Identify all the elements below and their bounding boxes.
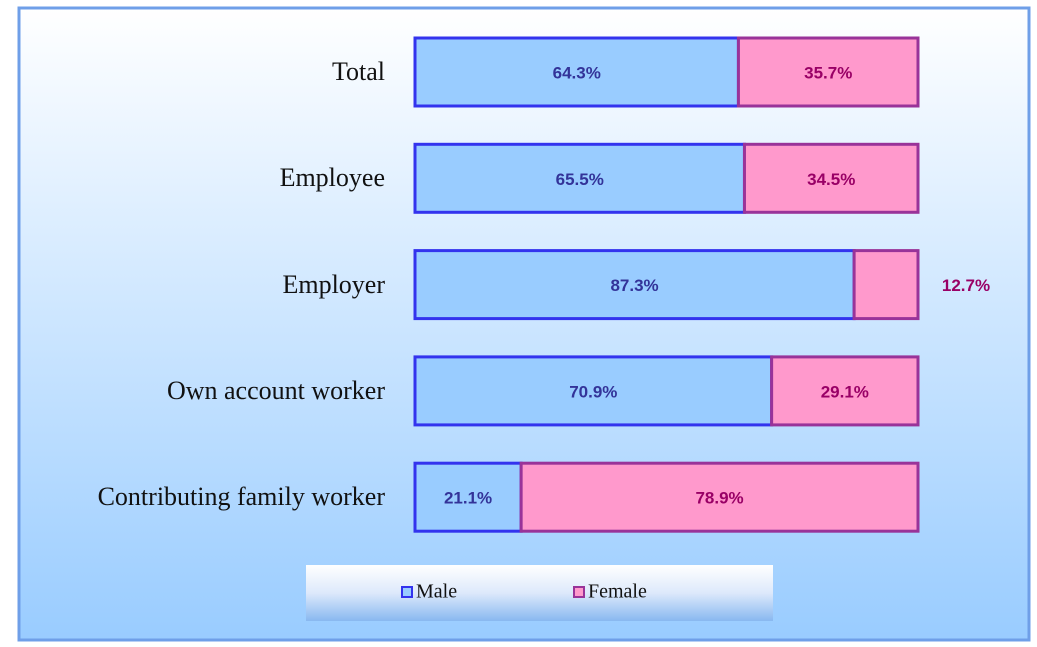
legend-label: Male xyxy=(416,581,457,603)
data-label: 64.3% xyxy=(553,63,601,82)
data-label: 35.7% xyxy=(804,63,852,82)
legend-box xyxy=(306,565,773,621)
data-label: 29.1% xyxy=(821,382,869,401)
bar-segment xyxy=(742,142,920,214)
bar-segment xyxy=(413,461,523,533)
legend-swatch xyxy=(401,586,413,598)
plot-frame xyxy=(17,6,1031,642)
category-label: Total xyxy=(331,57,385,86)
data-label: 34.5% xyxy=(807,170,855,189)
data-label: 78.9% xyxy=(695,489,743,508)
category-label: Contributing family worker xyxy=(97,482,385,512)
legend-label: Female xyxy=(588,581,647,603)
category-label-box: Employer xyxy=(55,251,385,319)
legend-swatch xyxy=(573,586,585,598)
bar-segment xyxy=(736,36,920,108)
category-label: Own account worker xyxy=(166,375,385,405)
data-label: 87.3% xyxy=(610,276,658,295)
category-label-box: Own account worker xyxy=(55,357,385,425)
bar-segment xyxy=(519,461,920,533)
data-label: 12.7% xyxy=(942,276,990,295)
category-label-box: Contributing family worker xyxy=(55,463,385,531)
category-label: Employer xyxy=(282,269,385,299)
bar-segment xyxy=(770,355,920,427)
category-label-box: Employee xyxy=(55,144,385,212)
category-label: Employee xyxy=(279,163,385,193)
bar-segment xyxy=(413,36,740,108)
data-label: 21.1% xyxy=(444,489,492,508)
data-label: 65.5% xyxy=(556,170,604,189)
bar-segment xyxy=(852,249,920,321)
data-label: 70.9% xyxy=(569,382,617,401)
category-label-box: Total xyxy=(55,38,385,106)
